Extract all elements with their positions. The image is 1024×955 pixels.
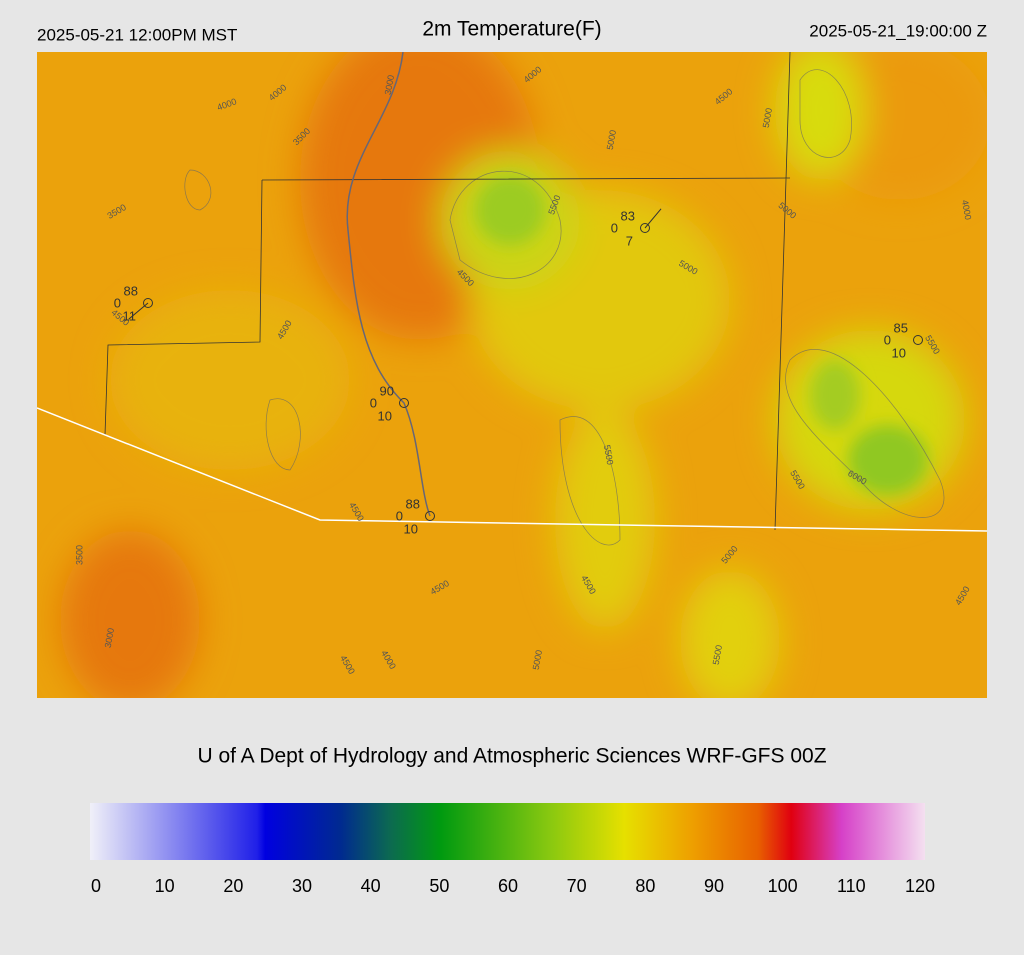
valid-time-local: 2025-05-21 12:00PM MST	[37, 25, 237, 44]
contour-label: 5000	[761, 107, 774, 128]
station-marker	[640, 223, 650, 233]
station-temp: 83	[621, 208, 635, 223]
station-marker	[143, 298, 153, 308]
station-wind: 10	[892, 345, 906, 360]
station-marker	[913, 335, 923, 345]
map-title: 2m Temperature(F)	[422, 18, 601, 41]
contour-label: 3000	[103, 627, 116, 648]
colorbar	[90, 803, 925, 860]
colorbar-tick-label: 80	[635, 876, 655, 896]
station-wind: 10	[404, 521, 418, 536]
contour-label: 5000	[605, 129, 618, 150]
station-marker	[425, 511, 435, 521]
station-temp: 85	[894, 320, 908, 335]
credit: U of A Dept of Hydrology and Atmospheric…	[197, 745, 826, 768]
contour-label: 5500	[711, 644, 724, 665]
station-wind: 11	[123, 308, 137, 323]
station-temp: 88	[124, 283, 138, 298]
contour-label: 4000	[960, 199, 973, 220]
colorbar-tick-label: 70	[567, 876, 587, 896]
contour-label: 5000	[531, 649, 544, 670]
station-wind: 7	[626, 233, 633, 248]
contour-label: 3500	[74, 545, 84, 565]
wind-barb	[128, 302, 149, 320]
station-wind: 10	[378, 408, 392, 423]
colorbar-tick-label: 20	[223, 876, 243, 896]
colorbar-tick-label: 30	[292, 876, 312, 896]
station-dewpoint: 0	[884, 332, 891, 347]
station-dewpoint: 0	[611, 220, 618, 235]
station-temp: 88	[406, 496, 420, 511]
station-dewpoint: 0	[370, 395, 377, 410]
station-dewpoint: 0	[396, 508, 403, 523]
colorbar-tick-label: 60	[498, 876, 518, 896]
station-temp: 90	[380, 383, 394, 398]
colorbar-tick-label: 120	[905, 876, 935, 896]
colorbar-tick-label: 0	[91, 876, 101, 896]
colorbar-tick-label: 50	[429, 876, 449, 896]
colorbar-tick-label: 110	[837, 876, 866, 896]
contour-label: 5500	[602, 444, 615, 465]
colorbar-tick-label: 10	[155, 876, 175, 896]
colorbar-tick-label: 90	[704, 876, 724, 896]
colorbar-tick-label: 40	[361, 876, 381, 896]
colorbar-tick-label: 100	[768, 876, 798, 896]
wind-barb	[644, 208, 662, 229]
contour-label: 3000	[383, 74, 396, 95]
valid-time-utc: 2025-05-21_19:00:00 Z	[809, 21, 987, 40]
station-marker	[399, 398, 409, 408]
station-dewpoint: 0	[114, 295, 121, 310]
